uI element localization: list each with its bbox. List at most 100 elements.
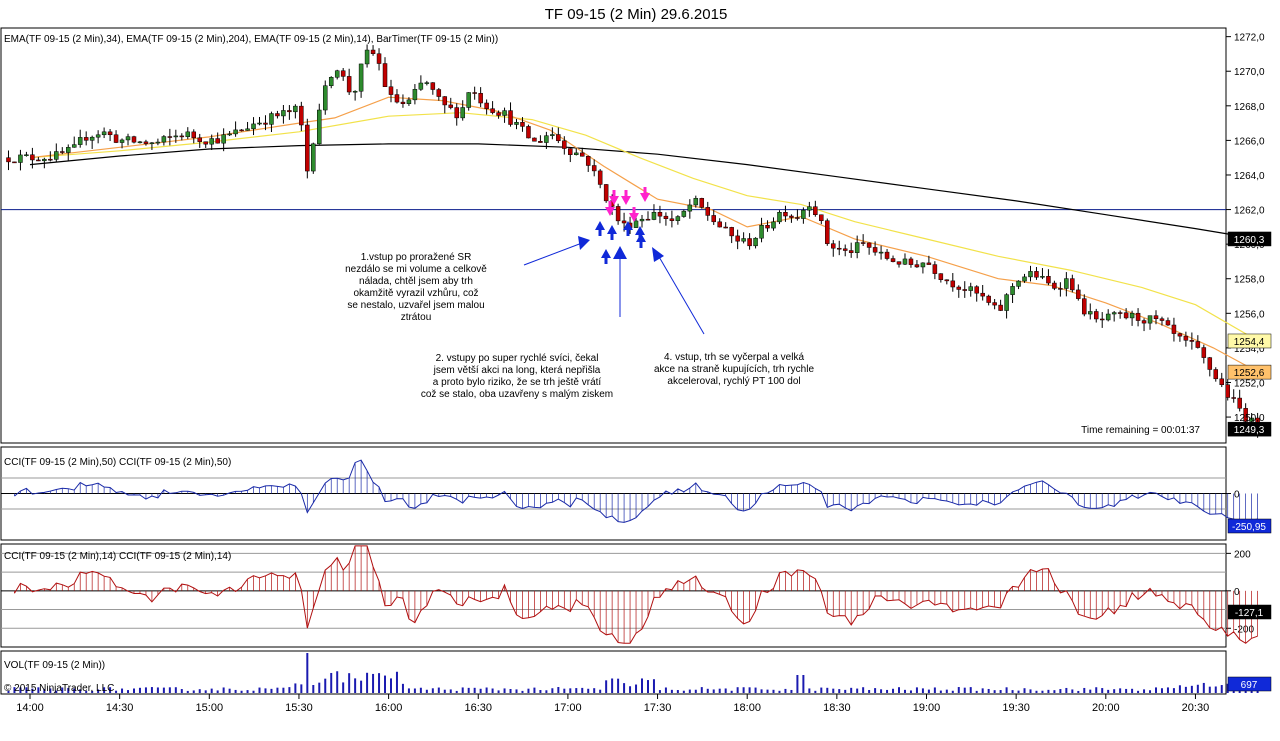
candle-down — [1099, 318, 1105, 321]
price-tick-label: 1268,0 — [1234, 102, 1265, 113]
cci14-value-badge-text: -127,1 — [1235, 608, 1264, 619]
entry-arrow-up-stem — [598, 230, 602, 236]
entry-arrow-up-stem — [639, 242, 643, 248]
candle-down — [526, 126, 531, 139]
candle-down — [884, 251, 890, 259]
candle-down — [1243, 408, 1248, 422]
candle-up — [221, 134, 226, 144]
candle-down — [938, 273, 944, 280]
candle-up — [639, 218, 645, 222]
candle-up — [771, 221, 776, 229]
candle-down — [962, 289, 968, 291]
candle-up — [293, 105, 298, 113]
candle-up — [1004, 294, 1009, 311]
candle-up — [24, 154, 29, 156]
candle-up — [269, 113, 274, 125]
candle-down — [819, 214, 824, 221]
entry-arrow-up-stem — [610, 234, 614, 240]
candle-up — [66, 147, 71, 153]
candle-down — [669, 218, 675, 221]
candle-up — [651, 211, 657, 220]
x-tick-label: 16:30 — [464, 702, 492, 714]
annotation-1-line-4: okamžitě vyrazil vzhůru, což — [353, 287, 478, 299]
candle-up — [281, 110, 286, 117]
candle-up — [257, 122, 262, 125]
candle-up — [1028, 271, 1033, 278]
candle-up — [1040, 276, 1045, 278]
cci14-tick-label: 0 — [1234, 587, 1240, 598]
candle-down — [568, 148, 573, 155]
candle-up — [550, 134, 555, 136]
candle-down — [765, 224, 770, 229]
candle-down — [143, 141, 149, 144]
exit-arrow-down-stem — [632, 207, 636, 213]
cci50-panel-label: CCI(TF 09-15 (2 Min),50) CCI(TF 09-15 (2… — [4, 457, 231, 468]
candle-up — [161, 136, 167, 143]
candle-up — [18, 154, 23, 163]
candle-down — [1052, 282, 1057, 289]
x-tick-label: 18:30 — [823, 702, 851, 714]
candle-down — [60, 151, 65, 153]
candle-down — [735, 235, 740, 242]
candle-up — [968, 286, 973, 291]
x-tick-label: 19:00 — [913, 702, 941, 714]
candle-down — [998, 304, 1003, 311]
cci50-tick-label: 0 — [1234, 490, 1240, 501]
candle-down — [1117, 312, 1123, 314]
price-badge — [1227, 231, 1272, 247]
cci50-line — [14, 459, 1258, 523]
price-tick-label: 1270,0 — [1234, 67, 1265, 78]
candle-down — [974, 286, 979, 294]
candle-down — [1177, 333, 1183, 337]
entry-arrow-up-stem — [626, 230, 630, 236]
annotation-1-pointer — [523, 242, 583, 266]
time-remaining: Time remaining = 00:01:37 — [1081, 425, 1200, 436]
candle-up — [675, 216, 681, 221]
entry-arrow-up — [623, 221, 633, 230]
candle-up — [502, 110, 507, 116]
candle-up — [125, 136, 131, 141]
candle-down — [167, 136, 173, 138]
candle-down — [699, 198, 705, 208]
candle-down — [113, 134, 119, 143]
candle-down — [1225, 384, 1230, 398]
candle-down — [1082, 298, 1087, 315]
candle-down — [239, 129, 244, 132]
candle-down — [299, 105, 304, 126]
candle-down — [908, 258, 914, 265]
candle-down — [1165, 320, 1171, 326]
candle-down — [275, 113, 280, 117]
candle-up — [155, 141, 161, 144]
candle-up — [101, 131, 107, 136]
candle-down — [926, 262, 932, 265]
candle-down — [287, 110, 292, 113]
candle-down — [12, 161, 17, 164]
candle-down — [442, 96, 448, 106]
price-badge-text: 1260,3 — [1234, 235, 1265, 246]
candle-down — [370, 49, 376, 54]
candle-down — [711, 215, 716, 223]
candle-down — [1135, 312, 1141, 321]
candle-down — [83, 137, 89, 141]
candle-up — [460, 107, 465, 119]
candle-down — [203, 141, 208, 145]
annotation-4-pointer — [657, 254, 705, 335]
price-badge-text: 1254,4 — [1234, 337, 1265, 348]
candle-up — [89, 136, 95, 141]
candle-up — [328, 77, 334, 86]
annotation-1-line-6: ztrátou — [401, 312, 432, 323]
price-panel — [0, 27, 1227, 444]
candle-up — [364, 49, 370, 65]
candle-up — [358, 63, 364, 92]
price-tick-label: 1250,0 — [1234, 413, 1265, 424]
candle-down — [454, 107, 459, 119]
candle-down — [508, 110, 513, 125]
candle-down — [944, 279, 950, 282]
entry-arrow-up — [635, 226, 645, 235]
candle-down — [562, 140, 567, 149]
candle-up — [311, 143, 316, 172]
candle-down — [1159, 318, 1165, 321]
candle-down — [723, 226, 728, 229]
candle-down — [538, 140, 543, 143]
candle-down — [1076, 289, 1081, 299]
